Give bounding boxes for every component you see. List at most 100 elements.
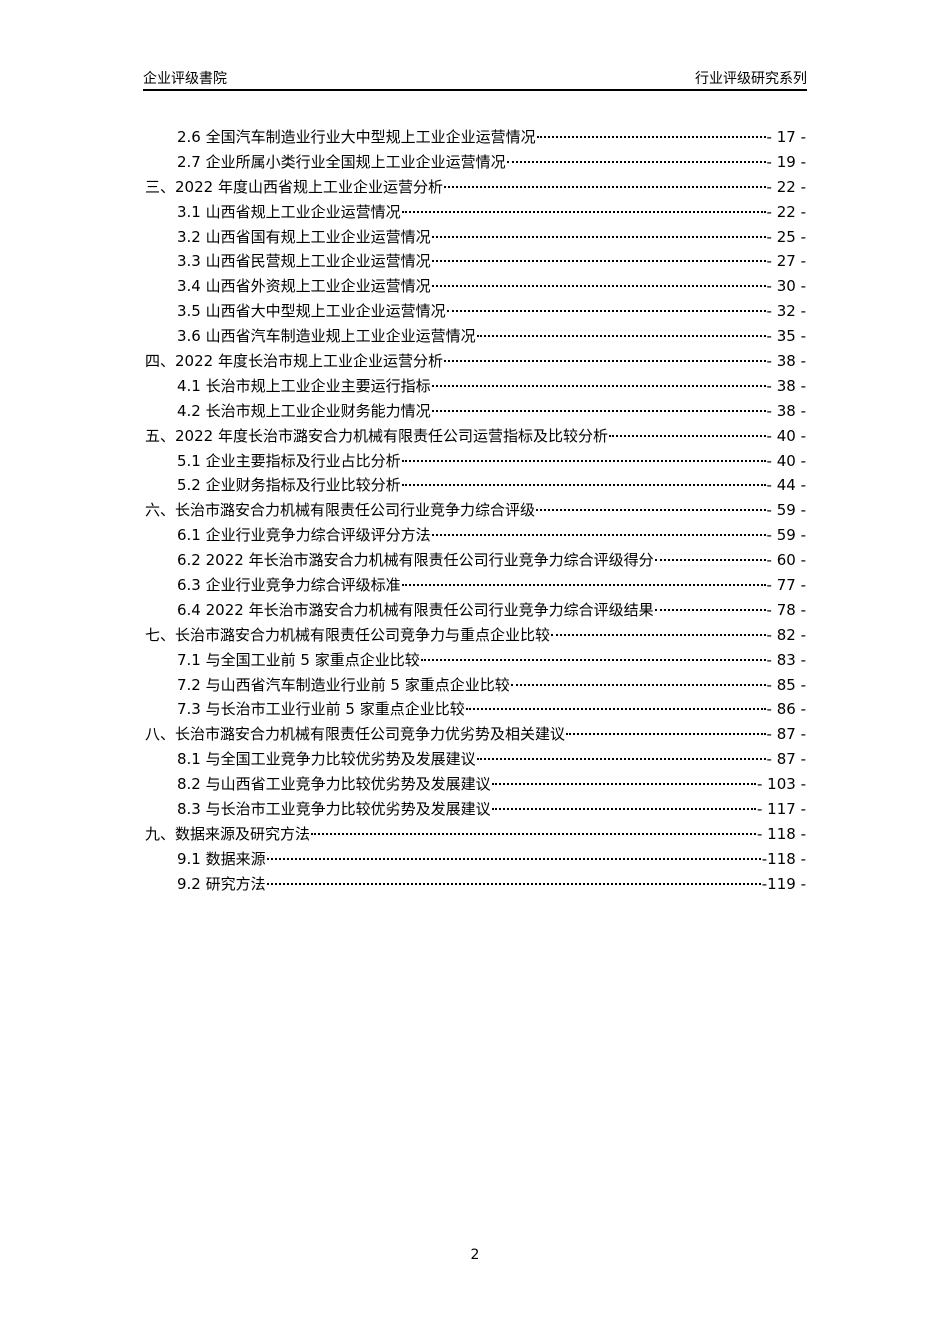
dot-leader xyxy=(536,509,766,512)
toc-entry-label: 3.1 山西省规上工业企业运营情况 xyxy=(177,202,401,221)
toc-entry-page: - 44 - xyxy=(766,476,806,495)
dot-leader xyxy=(491,808,756,811)
toc-entry[interactable]: 5.1 企业主要指标及行业占比分析 - 40 - xyxy=(145,450,806,475)
toc-entry[interactable]: 六、长治市潞安合力机械有限责任公司行业竞争力综合评级 - 59 - xyxy=(145,499,806,524)
toc-entry-page: - 87 - xyxy=(766,725,806,744)
dot-leader xyxy=(401,210,766,213)
toc-entry-label: 六、长治市潞安合力机械有限责任公司行业竞争力综合评级 xyxy=(145,501,536,520)
toc-entry-page: - 59 - xyxy=(766,526,806,545)
toc-entry-page: - 38 - xyxy=(766,401,806,420)
header-left-title: 企业评级書院 xyxy=(143,71,227,87)
dot-leader xyxy=(446,310,766,313)
toc-entry-page: - 77 - xyxy=(766,576,806,595)
toc-entry[interactable]: 2.6 全国汽车制造业行业大中型规上工业企业运营情况 - 17 - xyxy=(145,126,806,151)
toc-entry-label: 3.3 山西省民营规上工业企业运营情况 xyxy=(177,252,431,271)
toc-entry[interactable]: 6.1 企业行业竞争力综合评级评分方法 - 59 - xyxy=(145,524,806,549)
toc-entry[interactable]: 7.1 与全国工业前 5 家重点企业比较 - 83 - xyxy=(145,649,806,674)
toc-entry[interactable]: 7.3 与长治市工业行业前 5 家重点企业比较 - 86 - xyxy=(145,698,806,723)
toc-entry-page: - 32 - xyxy=(766,302,806,321)
toc-entry[interactable]: 五、2022 年度长治市潞安合力机械有限责任公司运营指标及比较分析 - 40 - xyxy=(145,425,806,450)
toc-entry[interactable]: 6.2 2022 年长治市潞安合力机械有限责任公司行业竞争力综合评级得分 - 60… xyxy=(145,549,806,574)
page-number: 2 xyxy=(470,1247,480,1263)
dot-leader xyxy=(420,658,766,661)
toc-entry-page: - 40 - xyxy=(766,451,806,470)
dot-leader xyxy=(465,708,766,711)
toc-entry-label: 2.7 企业所属小类行业全国规上工业企业运营情况 xyxy=(177,152,506,171)
toc-entry-label: 7.3 与长治市工业行业前 5 家重点企业比较 xyxy=(177,700,465,719)
toc-entry-label: 8.3 与长治市工业竞争力比较优劣势及发展建议 xyxy=(177,800,491,819)
dot-leader xyxy=(311,832,756,835)
header-right-title: 行业评级研究系列 xyxy=(695,71,807,87)
toc-entry[interactable]: 8.2 与山西省工业竞争力比较优劣势及发展建议 - 103 - xyxy=(145,773,806,798)
toc-entry-label: 2.6 全国汽车制造业行业大中型规上工业企业运营情况 xyxy=(177,128,536,146)
toc-entry-label: 9.2 研究方法 xyxy=(177,874,266,893)
table-of-contents: 2.6 全国汽车制造业行业大中型规上工业企业运营情况 - 17 - 2.7 企业所属… xyxy=(145,126,806,898)
dot-leader xyxy=(536,136,766,138)
toc-entry-page: - 103 - xyxy=(757,775,806,794)
dot-leader xyxy=(266,882,761,885)
toc-entry-page: - 87 - xyxy=(766,750,806,769)
dot-leader xyxy=(443,360,766,363)
toc-entry-page: -119 - xyxy=(761,874,806,893)
toc-entry[interactable]: 9.1 数据来源 -118 - xyxy=(145,848,806,873)
toc-entry-page: - 22 - xyxy=(766,202,806,221)
toc-entry[interactable]: 3.2 山西省国有规上工业企业运营情况 - 25 - xyxy=(145,226,806,251)
toc-entry-page: - 25 - xyxy=(766,227,806,246)
toc-entry[interactable]: 四、2022 年度长治市规上工业企业运营分析 - 38 - xyxy=(145,350,806,375)
toc-entry[interactable]: 3.5 山西省大中型规上工业企业运营情况 - 32 - xyxy=(145,300,806,325)
toc-entry[interactable]: 4.2 长治市规上工业企业财务能力情况 - 38 - xyxy=(145,400,806,425)
toc-entry-label: 5.2 企业财务指标及行业比较分析 xyxy=(177,476,401,495)
toc-entry[interactable]: 6.4 2022 年长治市潞安合力机械有限责任公司行业竞争力综合评级结果 - 78… xyxy=(145,599,806,624)
toc-entry[interactable]: 8.1 与全国工业竞争力比较优劣势及发展建议 - 87 - xyxy=(145,748,806,773)
toc-entry[interactable]: 2.7 企业所属小类行业全国规上工业企业运营情况 - 19 - xyxy=(145,151,806,176)
toc-entry-page: - 27 - xyxy=(766,252,806,271)
toc-entry[interactable]: 4.1 长治市规上工业企业主要运行指标 - 38 - xyxy=(145,375,806,400)
toc-entry[interactable]: 3.1 山西省规上工业企业运营情况 - 22 - xyxy=(145,201,806,226)
toc-entry[interactable]: 3.3 山西省民营规上工业企业运营情况 - 27 - xyxy=(145,250,806,275)
toc-entry-label: 九、数据来源及研究方法 xyxy=(145,824,311,843)
toc-entry-label: 八、长治市潞安合力机械有限责任公司竞争力优劣势及相关建议 xyxy=(145,725,566,744)
toc-entry-label: 5.1 企业主要指标及行业占比分析 xyxy=(177,451,401,470)
toc-entry-label: 8.2 与山西省工业竞争力比较优劣势及发展建议 xyxy=(177,775,491,794)
dot-leader xyxy=(476,758,766,761)
toc-entry-page: - 86 - xyxy=(766,700,806,719)
toc-entry-label: 6.2 2022 年长治市潞安合力机械有限责任公司行业竞争力综合评级得分 xyxy=(177,551,654,570)
dot-leader xyxy=(566,733,766,736)
toc-entry[interactable]: 3.4 山西省外资规上工业企业运营情况 - 30 - xyxy=(145,275,806,300)
toc-entry[interactable]: 八、长治市潞安合力机械有限责任公司竞争力优劣势及相关建议 - 87 - xyxy=(145,723,806,748)
page-header: 企业评级書院 行业评级研究系列 xyxy=(143,66,807,91)
dot-leader xyxy=(401,484,766,487)
dot-leader xyxy=(443,185,766,188)
toc-entry[interactable]: 8.3 与长治市工业竞争力比较优劣势及发展建议 - 117 - xyxy=(145,798,806,823)
toc-entry[interactable]: 九、数据来源及研究方法 - 118 - xyxy=(145,823,806,848)
toc-entry-label: 6.1 企业行业竞争力综合评级评分方法 xyxy=(177,526,431,545)
dot-leader xyxy=(491,783,756,786)
toc-entry-page: -118 - xyxy=(761,849,806,868)
toc-entry[interactable]: 三、2022 年度山西省规上工业企业运营分析 - 22 - xyxy=(145,176,806,201)
toc-entry[interactable]: 七、长治市潞安合力机械有限责任公司竞争力与重点企业比较 - 82 - xyxy=(145,624,806,649)
toc-entry[interactable]: 9.2 研究方法 -119 - xyxy=(145,873,806,898)
dot-leader xyxy=(431,235,766,238)
toc-entry-label: 七、长治市潞安合力机械有限责任公司竞争力与重点企业比较 xyxy=(145,625,551,644)
dot-leader xyxy=(510,683,766,686)
dot-leader xyxy=(476,335,766,338)
toc-entry-label: 3.6 山西省汽车制造业规上工业企业运营情况 xyxy=(177,327,476,346)
toc-entry-label: 三、2022 年度山西省规上工业企业运营分析 xyxy=(145,177,443,196)
toc-entry[interactable]: 5.2 企业财务指标及行业比较分析 - 44 - xyxy=(145,474,806,499)
toc-entry-page: - 17 - xyxy=(766,128,806,146)
toc-entry-page: - 82 - xyxy=(766,625,806,644)
dot-leader xyxy=(654,608,766,611)
dot-leader xyxy=(431,534,766,537)
toc-entry-page: - 38 - xyxy=(766,352,806,371)
toc-entry-label: 7.1 与全国工业前 5 家重点企业比较 xyxy=(177,650,420,669)
toc-entry-label: 4.2 长治市规上工业企业财务能力情况 xyxy=(177,401,431,420)
toc-entry[interactable]: 6.3 企业行业竞争力综合评级标准 - 77 - xyxy=(145,574,806,599)
toc-entry[interactable]: 3.6 山西省汽车制造业规上工业企业运营情况 - 35 - xyxy=(145,325,806,350)
toc-entry-page: - 40 - xyxy=(766,426,806,445)
toc-entry-page: - 30 - xyxy=(766,277,806,296)
toc-entry-label: 3.4 山西省外资规上工业企业运营情况 xyxy=(177,277,431,296)
toc-entry[interactable]: 7.2 与山西省汽车制造业行业前 5 家重点企业比较 - 85 - xyxy=(145,674,806,699)
dot-leader xyxy=(551,633,766,636)
dot-leader xyxy=(431,285,766,288)
toc-entry-label: 四、2022 年度长治市规上工业企业运营分析 xyxy=(145,352,443,371)
